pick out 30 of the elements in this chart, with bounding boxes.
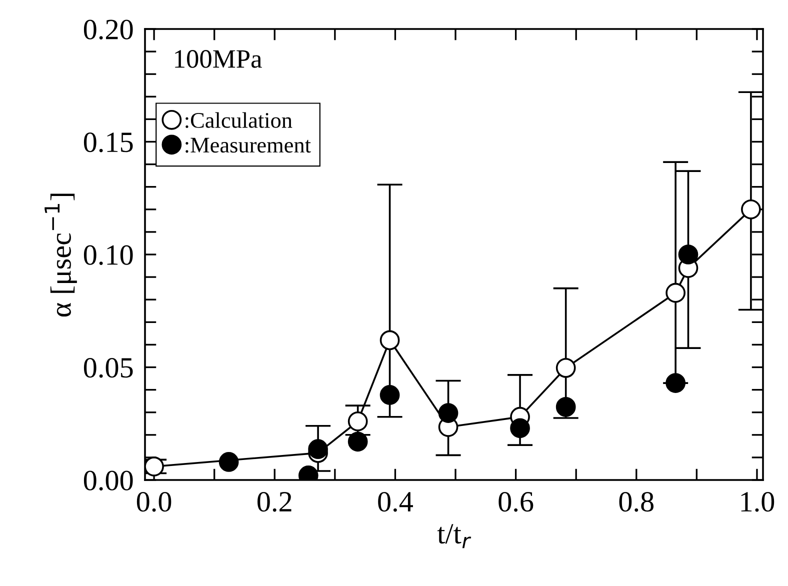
point <box>348 411 368 432</box>
point <box>308 439 328 460</box>
point <box>556 397 576 417</box>
point <box>666 282 686 303</box>
y-tick-label: 0.10 <box>84 245 133 266</box>
x-tick-label: 0.6 <box>498 492 534 512</box>
x-tick-label: 0.0 <box>136 492 172 512</box>
point <box>380 385 400 405</box>
point <box>348 432 368 452</box>
x-tick-label: 0.4 <box>378 492 413 512</box>
point <box>678 244 698 264</box>
x-tick-label: 1.0 <box>741 492 774 512</box>
y-tick-label: 0.20 <box>84 20 133 40</box>
point <box>666 373 686 393</box>
point <box>145 456 164 476</box>
legend-label: :Calculation <box>186 112 292 128</box>
y-tick-label: 0.05 <box>84 358 133 378</box>
y-tick-label: 0.00 <box>84 470 133 491</box>
point <box>218 452 239 472</box>
point <box>556 358 576 378</box>
x-tick-label: 0.8 <box>619 492 654 512</box>
point <box>380 330 400 350</box>
point <box>510 418 530 438</box>
y-axis-title: α [μsec$^{−1}$] <box>44 194 77 317</box>
x-tick-label: 0.2 <box>258 492 292 512</box>
y-tick-label: 0.15 <box>84 132 133 152</box>
annotation: 100MPa <box>175 50 262 68</box>
x-axis-title: t/t$_{r}$ <box>437 524 472 548</box>
legend-label: :Measurement <box>186 138 311 153</box>
point <box>438 403 458 423</box>
